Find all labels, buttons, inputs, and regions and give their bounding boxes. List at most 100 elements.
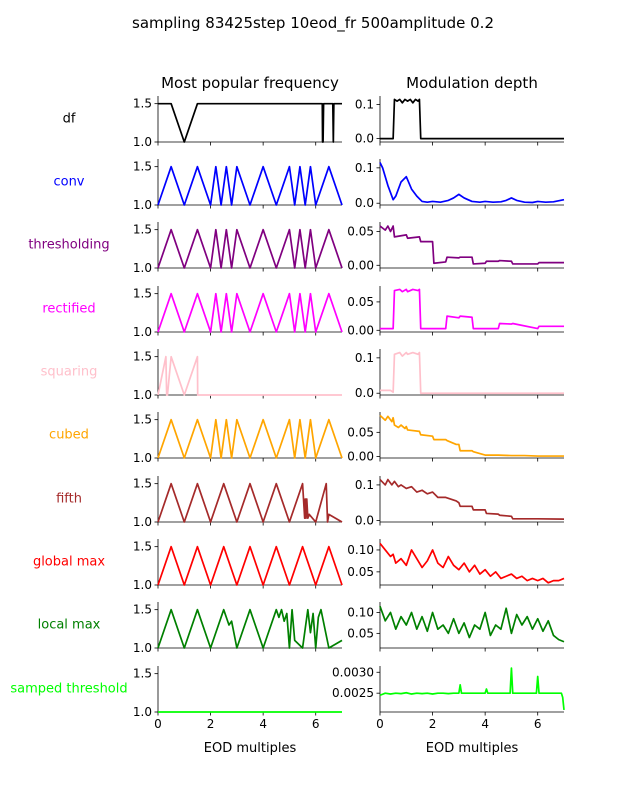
y-tick-label: 0.0 [355,132,374,146]
x-tick-label: 4 [481,717,489,731]
y-tick-label: 0.1 [355,161,374,175]
y-tick-label: 0.0025 [332,686,374,700]
y-tick-label: 0.0 [355,514,374,528]
x-tick-label: 2 [207,717,215,731]
y-tick-label: 1.0 [133,325,152,339]
y-tick-label: 0.05 [347,565,374,579]
y-tick-label: 0.0 [355,196,374,210]
y-tick-label: 0.05 [347,425,374,439]
freq-line-local-max [157,608,343,649]
y-tick-label: 1.5 [133,223,152,237]
y-tick-label: 0.0030 [332,665,374,679]
freq-line-thresholding [157,228,343,269]
row-label-conv: conv [53,175,84,190]
figure-suptitle: sampling 83425step 10eod_fr 500amplitude… [132,14,494,33]
freq-panel-local-max: 1.0 1.5 [133,602,343,655]
y-tick-label: 1.5 [133,160,152,174]
freq-panel-global-max: 1.0 1.5 [133,539,343,592]
freq-panel-samped-threshold: 1.0 1.5 0 2 4 6 [133,666,342,731]
y-tick-label: 0.00 [347,258,374,272]
depth-panel-squaring: 0.0 0.1 [355,349,564,400]
depth-panel-cubed: 0.00 0.05 [347,412,564,464]
y-tick-label: 1.5 [133,287,152,301]
x-tick-label: 0 [154,717,162,731]
freq-panel-conv: 1.0 1.5 [133,159,343,212]
row-label-df: df [63,112,76,127]
y-tick-label: 1.0 [133,515,152,529]
y-tick-label: 0.10 [347,543,374,557]
y-tick-label: 0.05 [347,224,374,238]
depth-line-fifth [379,478,565,520]
y-tick-label: 1.5 [133,667,152,681]
row-label-thresholding: thresholding [28,238,109,253]
row-label-squaring: squaring [41,365,98,380]
col-title-depth: Modulation depth [406,74,538,92]
depth-line-global-max [379,542,565,584]
y-tick-label: 0.05 [347,626,374,640]
y-tick-label: 1.0 [133,198,152,212]
depth-panel-local-max: 0.05 0.10 [347,602,565,652]
depth-panel-thresholding: 0.00 0.05 [347,222,564,272]
y-tick-label: 0.00 [347,450,374,464]
y-tick-label: 1.0 [133,578,152,592]
y-tick-label: 1.0 [133,261,152,275]
depth-line-squaring [380,351,564,395]
depth-panel-conv: 0.0 0.1 [355,159,565,210]
y-tick-label: 1.0 [133,451,152,465]
freq-line-fifth [157,482,343,523]
y-tick-label: 1.5 [133,350,152,364]
freq-panel-rectified: 1.0 1.5 [133,286,343,339]
freq-panel-cubed: 1.0 1.5 [133,412,343,465]
y-tick-label: 1.5 [133,603,152,617]
depth-line-local-max [379,605,565,643]
y-tick-label: 0.1 [355,478,374,492]
y-tick-label: 1.0 [133,641,152,655]
y-tick-label: 0.05 [347,295,374,309]
depth-panel-df: 0.0 0.1 [355,96,564,146]
col-title-frequency: Most popular frequency [161,74,339,92]
depth-line-cubed [379,414,564,457]
y-tick-label: 0.1 [355,98,374,112]
xlabel-frequency: EOD multiples [204,741,297,756]
row-label-cubed: cubed [49,428,89,443]
y-tick-label: 1.5 [133,477,152,491]
depth-line-samped-threshold [379,667,565,710]
y-tick-label: 0.10 [347,605,374,619]
y-tick-label: 1.5 [133,413,152,427]
x-tick-label: 0 [376,717,384,731]
freq-panel-thresholding: 1.0 1.5 [133,222,343,275]
row-label-local-max: local max [38,618,101,633]
depth-panel-global-max: 0.05 0.10 [347,539,565,589]
freq-line-cubed [157,418,343,459]
freq-line-conv [157,165,343,206]
y-tick-label: 1.5 [133,540,152,554]
freq-panel-squaring: 1.0 1.5 [133,349,342,402]
depth-line-df [380,98,564,140]
x-tick-label: 4 [259,717,267,731]
panel-grid: df 1.0 1.5 0.0 0.1 conv 1.0 1.5 0.0 0.1 thresholdi… [10,96,565,731]
x-tick-label: 6 [312,717,320,731]
row-label-fifth: fifth [56,492,82,507]
freq-line-df [158,102,342,143]
x-tick-label: 6 [534,717,542,731]
y-tick-label: 0.0 [355,386,374,400]
y-tick-label: 1.0 [133,388,152,402]
depth-panel-fifth: 0.0 0.1 [355,476,565,528]
freq-line-global-max [157,545,343,586]
depth-line-thresholding [379,225,564,265]
y-tick-label: 0.1 [355,351,374,365]
row-label-samped-threshold: samped threshold [10,682,127,697]
y-tick-label: 1.5 [133,97,152,111]
y-tick-label: 1.0 [133,705,152,719]
freq-panel-df: 1.0 1.5 [133,96,342,149]
row-label-global-max: global max [33,555,105,570]
depth-panel-rectified: 0.00 0.05 [347,286,564,337]
xlabel-depth: EOD multiples [426,741,519,756]
freq-line-rectified [157,292,343,333]
freq-panel-fifth: 1.0 1.5 [133,476,343,529]
row-label-rectified: rectified [42,302,95,317]
freq-line-squaring [157,355,342,396]
y-tick-label: 1.0 [133,135,152,149]
x-tick-label: 2 [429,717,437,731]
depth-line-conv [379,162,565,204]
